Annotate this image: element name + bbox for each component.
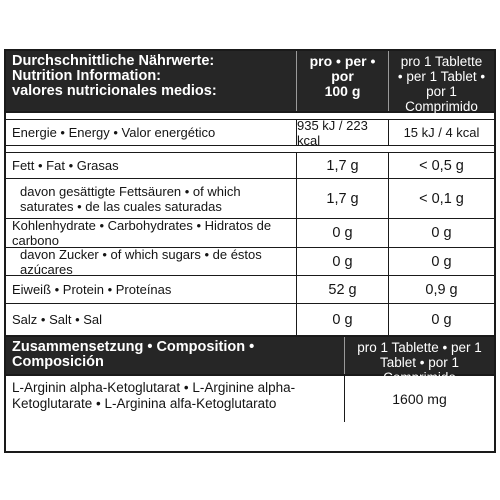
row-per-tablet: 0 g <box>388 248 494 275</box>
per-tablet-header-line2: • per 1 Tablet • <box>397 69 486 84</box>
table-row-sugars: davon Zucker • of which sugars • de ésto… <box>6 246 494 277</box>
row-per-tablet: 0,9 g <box>388 276 494 303</box>
row-per-tablet: < 0,5 g <box>388 153 494 178</box>
header-label-de: Durchschnittliche Nährwerte: <box>12 53 215 69</box>
nutrition-table: Durchschnittliche Nährwerte: Nutrition I… <box>4 49 496 453</box>
table-row-protein: Eiweiß • Protein • Proteínas 52 g 0,9 g <box>6 276 494 304</box>
header-label-en: Nutrition Information: <box>12 68 162 84</box>
table-row-carbohydrates: Kohlenhydrate • Carbohydrates • Hidratos… <box>6 218 494 248</box>
composition-per-tablet-header: pro 1 Tablette • per 1 Tablet • por 1 Co… <box>344 337 494 385</box>
row-label: davon gesättigte Fettsäuren • of which s… <box>20 183 241 214</box>
row-per-100g: 0 g <box>296 219 388 247</box>
per-100g-header-line2: 100 g <box>324 83 361 99</box>
per-100g-header-line1: pro • per • por <box>309 53 376 84</box>
per-tablet-header-line3: por 1 Comprimido <box>405 84 478 114</box>
composition-header-row: Zusammensetzung • Composition • Composic… <box>6 335 494 385</box>
table-row-energy: Energie • Energy • Valor energético 935 … <box>6 118 494 148</box>
row-per-100g: 935 kJ / 223 kcal <box>296 118 388 148</box>
spacer-row <box>6 113 494 120</box>
row-label: Eiweiß • Protein • Proteínas <box>12 282 172 297</box>
row-label: Kohlenhydrate • Carbohydrates • Hidratos… <box>12 218 272 248</box>
per-100g-header: pro • per • por 100 g <box>296 51 388 111</box>
per-tablet-header-line1: pro 1 Tablette <box>400 54 483 69</box>
row-per-100g: 0 g <box>296 248 388 275</box>
table-row-salt: Salz • Salt • Sal 0 g 0 g <box>6 304 494 335</box>
row-per-100g: 52 g <box>296 276 388 303</box>
row-per-tablet: 0 g <box>388 304 494 335</box>
composition-ingredient: L-Arginin alpha-Ketoglutarat • L-Arginin… <box>12 380 296 411</box>
nutrition-header-row: Durchschnittliche Nährwerte: Nutrition I… <box>6 51 494 114</box>
row-label: Salz • Salt • Sal <box>12 312 103 327</box>
row-label: davon Zucker • of which sugars • de ésto… <box>20 246 262 277</box>
row-label: Fett • Fat • Grasas <box>12 158 119 173</box>
header-label-es: valores nutricionales medios: <box>12 83 217 99</box>
table-row-saturates: davon gesättigte Fettsäuren • of which s… <box>6 179 494 219</box>
row-per-tablet: 0 g <box>388 219 494 247</box>
row-per-100g: 0 g <box>296 304 388 335</box>
composition-amount: 1600 mg <box>344 376 494 422</box>
composition-row: L-Arginin alpha-Ketoglutarat • L-Arginin… <box>6 376 494 422</box>
spacer-row <box>6 146 494 153</box>
per-tablet-header: pro 1 Tablette • per 1 Tablet • por 1 Co… <box>388 51 494 114</box>
composition-header-label: Zusammensetzung • Composition • Composic… <box>12 339 255 370</box>
row-per-tablet: 15 kJ / 4 kcal <box>388 120 494 145</box>
row-per-tablet: < 0,1 g <box>388 179 494 218</box>
row-per-100g: 1,7 g <box>296 153 388 178</box>
row-per-100g: 1,7 g <box>296 179 388 218</box>
row-label: Energie • Energy • Valor energético <box>12 125 216 140</box>
table-row-fat: Fett • Fat • Grasas 1,7 g < 0,5 g <box>6 153 494 179</box>
nutrition-header-label: Durchschnittliche Nährwerte: Nutrition I… <box>6 51 296 111</box>
